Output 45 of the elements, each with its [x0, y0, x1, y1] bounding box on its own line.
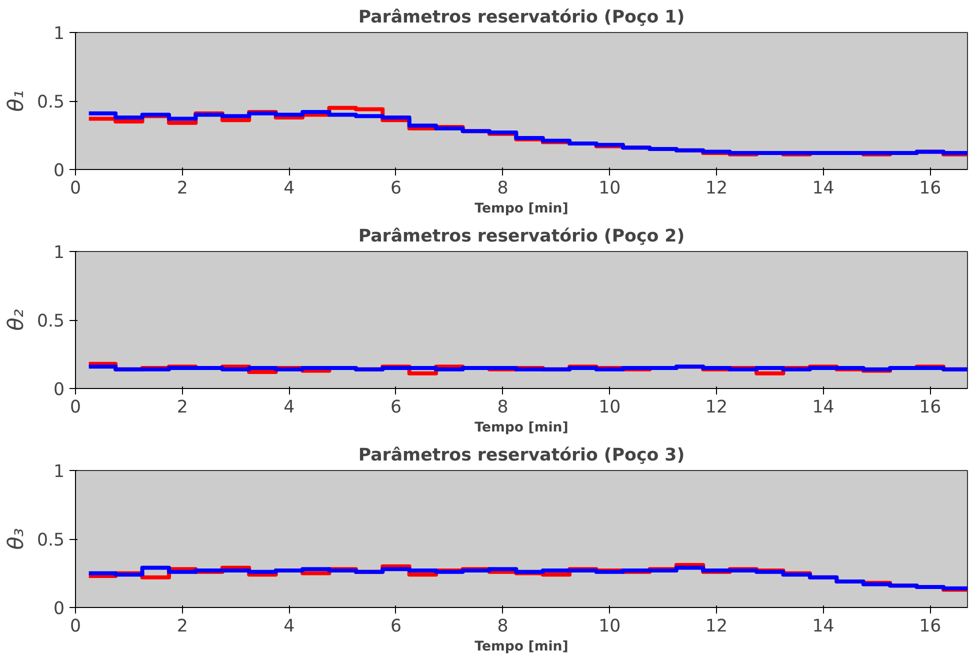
- y-axis-title: θ₂: [4, 308, 29, 331]
- y-tick-label: 0.5: [36, 92, 65, 112]
- x-axis-title: Tempo [min]: [474, 640, 568, 654]
- x-tick-label: 8: [497, 398, 508, 418]
- x-axis-title: Tempo [min]: [474, 420, 568, 436]
- x-tick-label: 2: [176, 616, 188, 636]
- x-tick-label: 2: [176, 398, 188, 418]
- x-tick-label: 12: [705, 398, 728, 418]
- x-tick-label: 6: [390, 178, 402, 198]
- y-axis-title: θ₃: [4, 528, 29, 550]
- x-tick-label: 4: [284, 616, 295, 636]
- x-tick-label: 16: [919, 398, 942, 418]
- chart-title: Parâmetros reservatório (Poço 3): [358, 446, 685, 466]
- x-tick-label: 8: [497, 178, 508, 198]
- x-tick-label: 12: [705, 616, 728, 636]
- x-tick-label: 16: [919, 178, 942, 198]
- x-tick-label: 10: [598, 178, 621, 198]
- y-axis-title: θ₁: [4, 90, 29, 112]
- chart-title: Parâmetros reservatório (Poço 1): [358, 8, 685, 28]
- x-tick-label: 4: [284, 398, 295, 418]
- x-tick-label: 8: [497, 616, 508, 636]
- chart-title: Parâmetros reservatório (Poço 2): [358, 226, 685, 246]
- y-tick-label: 0: [53, 599, 65, 619]
- x-tick-label: 10: [598, 398, 621, 418]
- x-tick-label: 0: [70, 178, 82, 198]
- y-tick-label: 0: [53, 380, 65, 400]
- y-tick-label: 1: [53, 243, 65, 263]
- y-tick-label: 1: [53, 24, 65, 44]
- x-tick-label: 16: [919, 616, 942, 636]
- x-tick-label: 6: [390, 616, 402, 636]
- x-axis-title: Tempo [min]: [474, 202, 568, 216]
- y-tick-label: 0: [53, 161, 65, 181]
- y-tick-label: 0.5: [36, 530, 65, 550]
- x-tick-label: 14: [812, 178, 834, 198]
- x-tick-label: 4: [284, 178, 295, 198]
- x-tick-label: 2: [176, 178, 188, 198]
- x-tick-label: 12: [705, 178, 728, 198]
- x-tick-label: 10: [598, 616, 621, 636]
- x-tick-label: 0: [70, 616, 82, 636]
- x-tick-label: 0: [70, 398, 82, 418]
- x-tick-label: 14: [812, 398, 834, 418]
- y-tick-label: 0.5: [36, 312, 65, 332]
- x-tick-label: 14: [812, 616, 834, 636]
- y-tick-label: 1: [53, 462, 65, 482]
- x-tick-label: 6: [390, 398, 402, 418]
